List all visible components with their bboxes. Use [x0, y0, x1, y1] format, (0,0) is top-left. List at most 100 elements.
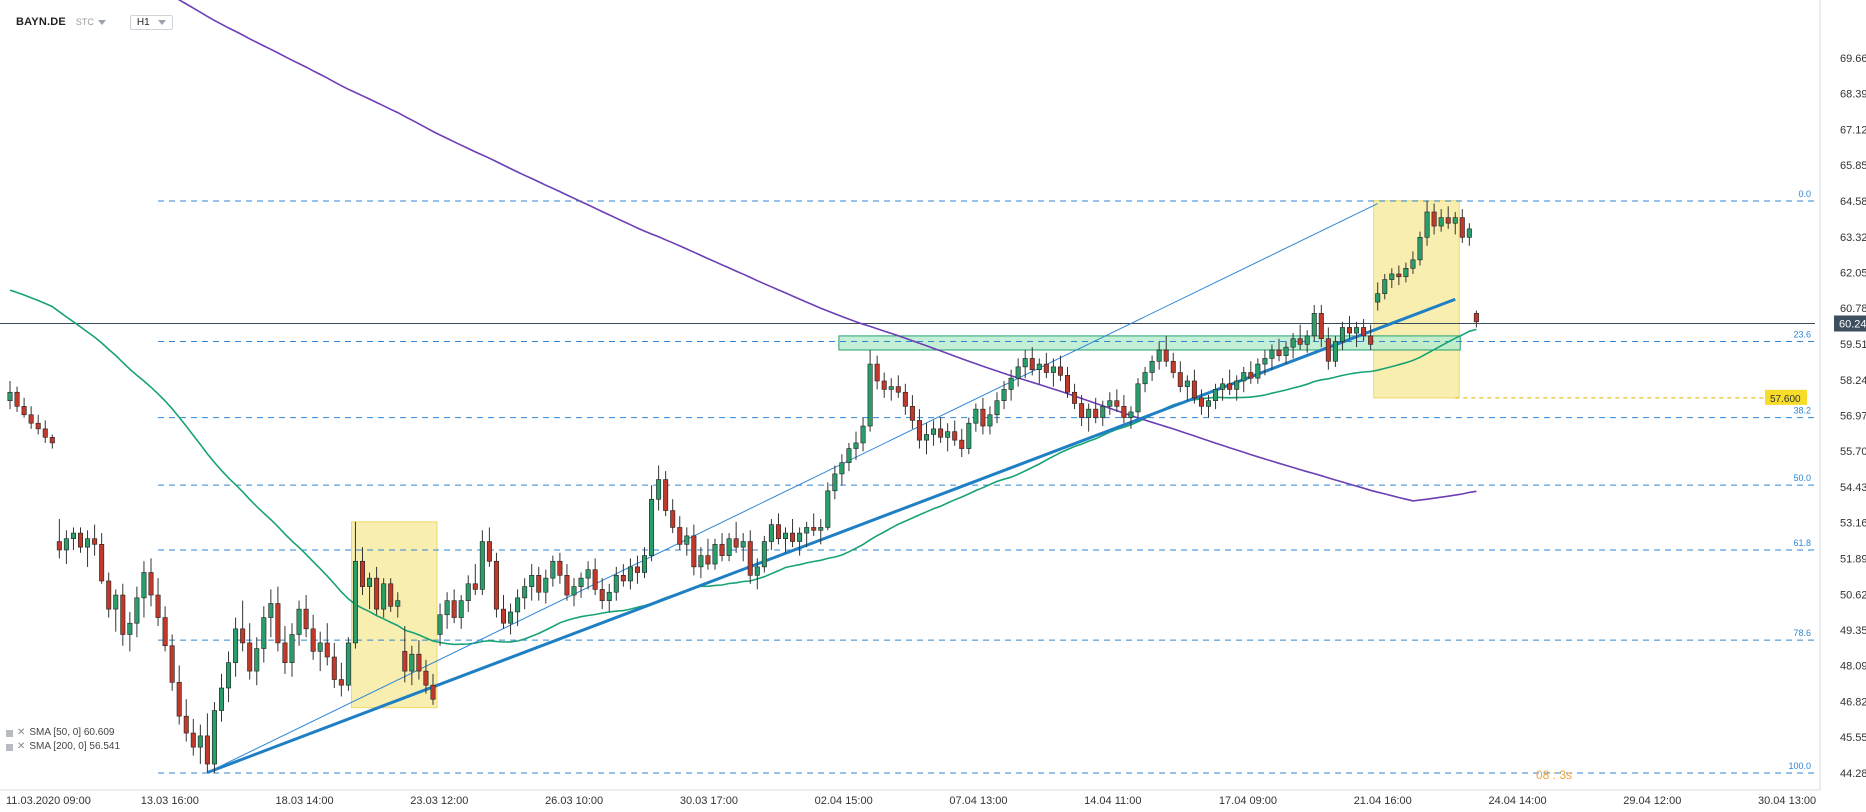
candle-body[interactable] [1311, 313, 1317, 337]
candle-body[interactable] [1234, 380, 1240, 390]
candle-body[interactable] [663, 479, 669, 511]
candle-body[interactable] [1057, 366, 1063, 376]
candle-body[interactable] [966, 422, 972, 449]
candle-body[interactable] [1206, 400, 1212, 407]
legend-sma50[interactable]: ✕ SMA [50, 0] 60.609 [6, 726, 120, 740]
candle-body[interactable] [21, 406, 27, 416]
candle-body[interactable] [99, 544, 105, 582]
candle-body[interactable] [1431, 211, 1437, 227]
candle-body[interactable] [1325, 338, 1331, 362]
candle-body[interactable] [916, 420, 922, 441]
candle-body[interactable] [571, 586, 577, 596]
candle-body[interactable] [1036, 363, 1042, 370]
candle-body[interactable] [226, 662, 232, 689]
candle-body[interactable] [1241, 372, 1247, 382]
candle-body[interactable] [1290, 338, 1296, 348]
candle-body[interactable] [85, 538, 91, 548]
candle-body[interactable] [522, 586, 528, 599]
candle-body[interactable] [70, 532, 76, 540]
candle-body[interactable] [1438, 217, 1444, 227]
candle-body[interactable] [134, 597, 140, 624]
candle-body[interactable] [726, 538, 732, 556]
candle-body[interactable] [92, 538, 98, 545]
candle-body[interactable] [1114, 400, 1120, 407]
candle-body[interactable] [761, 541, 767, 568]
candle-body[interactable] [359, 560, 365, 587]
candle-body[interactable] [606, 591, 612, 601]
candle-body[interactable] [790, 532, 796, 542]
candle-body[interactable] [585, 569, 591, 579]
candle-body[interactable] [1198, 397, 1204, 407]
candle-body[interactable] [994, 400, 1000, 416]
candle-body[interactable] [1354, 327, 1360, 334]
candle-body[interactable] [1022, 358, 1028, 368]
candle-body[interactable] [14, 391, 20, 407]
candle-body[interactable] [888, 386, 894, 390]
candle-body[interactable] [289, 634, 295, 663]
candle-body[interactable] [437, 614, 443, 635]
candle-body[interactable] [28, 414, 34, 424]
candle-body[interactable] [1403, 267, 1409, 278]
candle-body[interactable] [691, 535, 697, 568]
legend-sma200[interactable]: ✕ SMA [200, 0] 56.541 [6, 740, 120, 754]
candle-body[interactable] [197, 735, 203, 748]
candle-body[interactable] [973, 408, 979, 424]
candle-body[interactable] [1128, 411, 1134, 418]
candle-body[interactable] [768, 524, 774, 542]
candle-body[interactable] [268, 603, 274, 618]
candle-body[interactable] [1466, 228, 1472, 238]
candle-body[interactable] [1389, 273, 1395, 280]
candle-body[interactable] [211, 710, 217, 765]
candle-body[interactable] [374, 577, 380, 610]
candle-body[interactable] [1276, 349, 1282, 356]
candle-body[interactable] [1107, 400, 1113, 407]
candle-body[interactable] [1121, 406, 1127, 418]
candle-body[interactable] [106, 580, 112, 610]
candle-body[interactable] [247, 642, 253, 672]
candle-body[interactable] [1339, 327, 1345, 342]
candle-body[interactable] [564, 575, 570, 596]
candle-body[interactable] [303, 608, 309, 630]
candle-body[interactable] [705, 555, 711, 565]
candle-body[interactable] [782, 532, 788, 540]
candle-body[interactable] [959, 439, 965, 449]
candle-body[interactable] [804, 527, 810, 534]
candle-body[interactable] [310, 628, 316, 652]
candle-body[interactable] [1269, 349, 1275, 359]
close-icon[interactable]: ✕ [17, 727, 26, 738]
close-icon[interactable]: ✕ [17, 741, 26, 752]
candle-body[interactable] [1473, 313, 1479, 323]
candle-body[interactable] [754, 566, 760, 576]
candle-body[interactable] [282, 642, 288, 663]
candle-body[interactable] [1191, 380, 1197, 399]
candle-body[interactable] [1445, 217, 1451, 224]
candle-body[interactable] [381, 583, 387, 610]
candle-body[interactable] [35, 422, 41, 430]
candle-body[interactable] [493, 560, 499, 610]
candle-body[interactable] [1297, 338, 1303, 345]
candle-body[interactable] [1332, 341, 1338, 362]
candle-body[interactable] [1008, 377, 1014, 390]
candle-body[interactable] [296, 608, 302, 635]
candle-body[interactable] [923, 434, 929, 441]
candle-body[interactable] [508, 611, 514, 624]
candle-body[interactable] [367, 577, 373, 587]
candle-body[interactable] [169, 645, 175, 683]
candle-body[interactable] [1347, 327, 1353, 334]
candle-body[interactable] [1149, 360, 1155, 373]
candle-body[interactable] [677, 527, 683, 545]
candle-body[interactable] [1318, 313, 1324, 340]
candle-body[interactable] [670, 510, 676, 528]
candle-body[interactable] [1100, 406, 1106, 418]
candle-body[interactable] [162, 617, 168, 647]
candle-body[interactable] [352, 560, 358, 644]
candle-body[interactable] [775, 524, 781, 540]
candle-body[interactable] [176, 682, 182, 717]
candle-body[interactable] [338, 679, 344, 686]
candle-body[interactable] [1227, 383, 1233, 390]
candle-body[interactable] [402, 651, 408, 672]
candle-body[interactable] [1086, 408, 1092, 418]
candle-body[interactable] [818, 527, 824, 531]
candle-body[interactable] [148, 572, 154, 596]
candle-body[interactable] [1361, 327, 1367, 337]
